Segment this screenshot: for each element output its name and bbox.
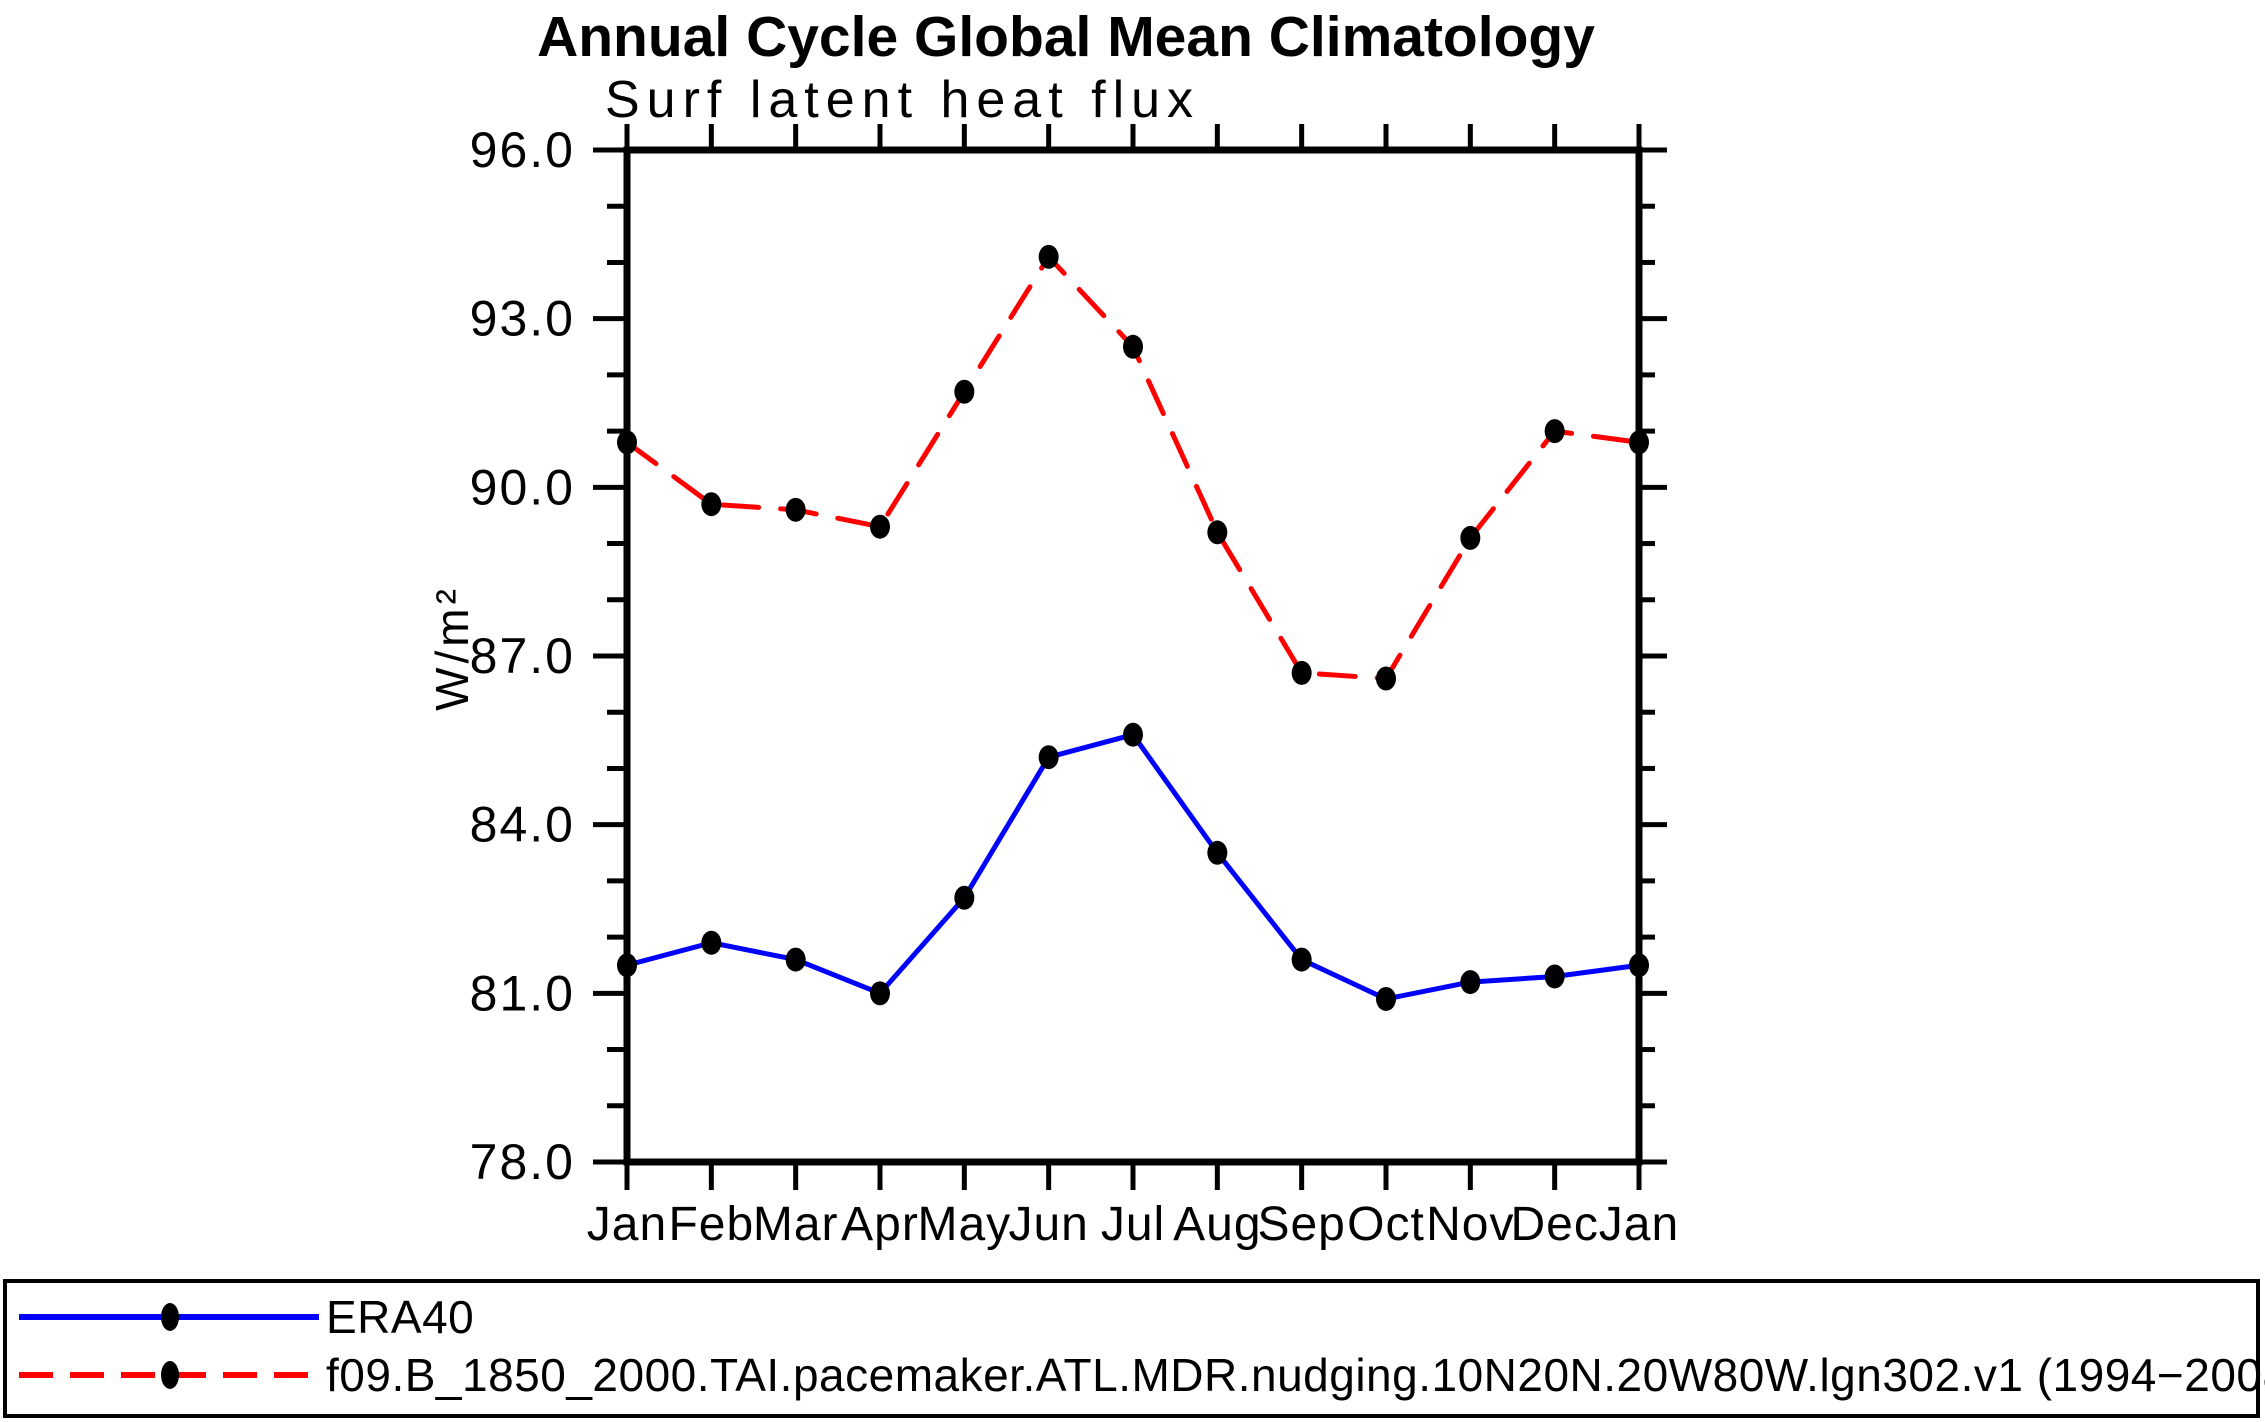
y-tick-label: 96.0 <box>470 122 575 178</box>
series-line-0 <box>624 732 1642 1002</box>
data-point-marker <box>1460 525 1481 550</box>
series-line-1 <box>624 254 1642 681</box>
data-point-marker <box>1629 430 1649 455</box>
y-tick-label: 84.0 <box>470 797 575 853</box>
legend-item-era40: ERA40 <box>7 1291 474 1343</box>
legend-item-model: f09.B_1850_2000.TAI.pacemaker.ATL.MDR.nu… <box>7 1349 2265 1401</box>
legend-marker-circle <box>161 1303 179 1331</box>
legend-label-model: f09.B_1850_2000.TAI.pacemaker.ATL.MDR.nu… <box>326 1349 2265 1401</box>
data-point-marker <box>785 497 806 522</box>
x-tick-label: May <box>917 1198 1011 1251</box>
data-point-marker <box>1038 244 1059 269</box>
data-point-marker <box>1123 334 1143 359</box>
data-point-marker <box>1376 986 1396 1011</box>
x-tick-label: Nov <box>1426 1198 1514 1251</box>
data-point-marker <box>870 981 890 1006</box>
legend-sample-model <box>19 1361 319 1389</box>
x-tick-label: Jun <box>1008 1198 1088 1251</box>
legend-label-era40: ERA40 <box>326 1291 475 1343</box>
x-tick-label: Feb <box>668 1198 754 1251</box>
data-point-marker <box>617 430 637 455</box>
x-tick-label: Jan <box>587 1198 667 1251</box>
chart-title: Annual Cycle Global Mean Climatology <box>537 5 1595 69</box>
x-tick-label: Oct <box>1347 1198 1425 1251</box>
data-point-marker <box>701 930 722 955</box>
y-tick-label: 93.0 <box>470 291 575 347</box>
legend-marker-circle <box>161 1361 179 1389</box>
data-point-marker <box>1123 722 1143 747</box>
data-point-marker <box>1629 953 1649 978</box>
data-point-marker <box>1544 419 1565 444</box>
data-point-marker <box>701 492 722 517</box>
data-point-marker <box>870 514 890 539</box>
y-tick-label: 90.0 <box>470 459 575 515</box>
data-point-marker <box>954 379 975 404</box>
data-point-marker <box>1544 964 1565 989</box>
axis-frame <box>623 146 1643 1166</box>
x-tick-label: Sep <box>1257 1198 1345 1251</box>
data-point-marker <box>1038 745 1059 770</box>
data-point-marker <box>617 953 637 978</box>
data-point-marker <box>1376 666 1396 691</box>
y-tick-label: 81.0 <box>470 965 575 1021</box>
x-tick-label: Apr <box>841 1198 919 1251</box>
data-point-marker <box>954 885 975 910</box>
y-tick-label: 78.0 <box>470 1134 575 1190</box>
x-tick-label: Aug <box>1173 1198 1261 1251</box>
legend: ERA40 f09.B_1850_2000.TAI.pacemaker.ATL.… <box>3 1279 2265 1418</box>
legend-sample-era40 <box>19 1303 319 1331</box>
y-tick-label: 87.0 <box>470 628 575 684</box>
data-point-marker <box>1207 520 1228 545</box>
data-point-marker <box>785 947 806 972</box>
data-point-marker <box>1291 660 1312 685</box>
x-tick-label: Jul <box>1101 1198 1165 1251</box>
x-tick-label: Dec <box>1510 1198 1598 1251</box>
data-point-marker <box>1207 840 1228 865</box>
x-tick-label: Jan <box>1599 1198 1679 1251</box>
data-point-marker <box>1460 970 1481 995</box>
data-point-marker <box>1291 947 1312 972</box>
x-tick-label: Mar <box>753 1198 839 1251</box>
chart-subtitle: Surf latent heat flux <box>605 71 1201 129</box>
